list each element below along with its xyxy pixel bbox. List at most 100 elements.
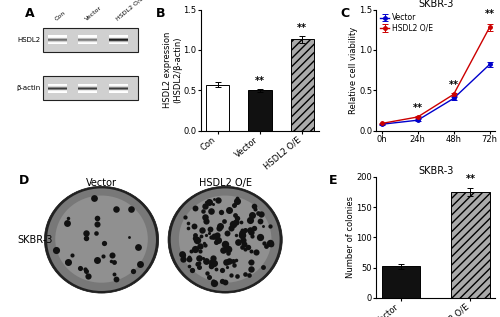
Bar — [48, 87, 66, 88]
Bar — [110, 40, 128, 41]
Bar — [110, 90, 128, 91]
Bar — [78, 37, 98, 38]
Text: **: ** — [412, 103, 422, 113]
Bar — [110, 84, 128, 85]
Bar — [48, 43, 66, 44]
Bar — [78, 87, 98, 88]
Bar — [48, 88, 66, 89]
Bar — [48, 36, 66, 37]
Bar — [110, 41, 128, 42]
Bar — [110, 89, 128, 90]
Bar — [48, 41, 66, 42]
Bar — [78, 35, 98, 36]
Bar — [78, 41, 98, 42]
Bar — [78, 37, 98, 38]
Bar — [78, 84, 98, 85]
Bar — [78, 84, 98, 85]
Bar — [48, 37, 66, 38]
Text: Vector: Vector — [84, 5, 103, 22]
Bar — [78, 37, 98, 38]
Bar — [110, 41, 128, 42]
Title: SKBR-3: SKBR-3 — [418, 166, 454, 176]
Bar — [48, 84, 66, 85]
Bar — [78, 85, 98, 86]
Bar — [110, 87, 128, 88]
Bar — [78, 39, 98, 40]
Text: HSDL2: HSDL2 — [18, 37, 40, 43]
Bar — [78, 42, 98, 43]
Bar — [110, 88, 128, 89]
Bar — [78, 41, 98, 42]
Bar — [48, 89, 66, 90]
Bar — [248, 90, 272, 131]
Bar — [290, 39, 314, 131]
Bar — [110, 41, 128, 42]
Bar — [110, 37, 128, 38]
Bar — [78, 87, 98, 88]
Ellipse shape — [170, 188, 280, 291]
Bar — [48, 88, 66, 89]
Title: SKBR-3: SKBR-3 — [418, 0, 454, 9]
Bar — [78, 88, 98, 89]
Bar — [48, 85, 66, 86]
Bar — [110, 92, 128, 93]
Bar — [48, 37, 66, 38]
Bar — [110, 38, 128, 39]
Bar — [78, 92, 98, 93]
Bar — [48, 92, 66, 93]
Bar — [110, 37, 128, 38]
Text: SKBR-3: SKBR-3 — [18, 235, 53, 245]
Bar — [78, 38, 98, 39]
Bar — [48, 36, 66, 37]
Text: **: ** — [484, 9, 494, 19]
Y-axis label: Relative cell viability: Relative cell viability — [348, 27, 358, 114]
Bar — [43, 76, 138, 100]
Bar — [78, 86, 98, 87]
Bar — [110, 88, 128, 89]
Bar — [48, 39, 66, 40]
Bar — [110, 87, 128, 88]
Bar — [110, 42, 128, 43]
Bar — [78, 91, 98, 92]
Bar — [110, 89, 128, 90]
Bar — [110, 43, 128, 44]
Text: HSDL2 O/E: HSDL2 O/E — [116, 0, 145, 22]
Bar — [78, 36, 98, 37]
Bar — [110, 38, 128, 39]
Bar — [78, 91, 98, 92]
Bar — [78, 90, 98, 91]
Bar — [78, 41, 98, 42]
Bar — [110, 86, 128, 87]
Bar — [48, 40, 66, 41]
Bar — [206, 85, 230, 131]
Bar — [48, 39, 66, 40]
Text: **: ** — [448, 80, 458, 90]
Bar — [48, 38, 66, 39]
Bar — [78, 90, 98, 91]
Bar — [110, 36, 128, 37]
Bar — [48, 42, 66, 43]
Legend: Vector, HSDL2 O/E: Vector, HSDL2 O/E — [380, 13, 432, 33]
Bar — [48, 89, 66, 90]
Bar — [110, 36, 128, 37]
Bar — [78, 40, 98, 41]
Bar — [78, 85, 98, 86]
Text: E: E — [329, 174, 338, 187]
Text: Vector: Vector — [86, 178, 117, 188]
Bar — [48, 38, 66, 39]
Bar — [382, 267, 420, 298]
Bar — [110, 39, 128, 40]
Bar — [48, 91, 66, 92]
Bar — [48, 90, 66, 91]
Text: A: A — [25, 7, 34, 20]
Bar — [110, 91, 128, 92]
Bar — [110, 85, 128, 86]
Bar — [78, 40, 98, 41]
Bar — [110, 90, 128, 91]
Bar — [48, 43, 66, 44]
Bar — [78, 89, 98, 90]
Bar — [48, 85, 66, 86]
Bar — [48, 40, 66, 41]
Bar — [110, 43, 128, 44]
Bar — [48, 41, 66, 42]
